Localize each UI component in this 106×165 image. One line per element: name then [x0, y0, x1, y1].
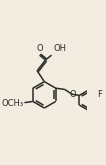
Text: OCH₃: OCH₃: [1, 99, 23, 108]
Text: F: F: [97, 90, 102, 99]
Text: O: O: [36, 44, 43, 53]
Text: O: O: [69, 90, 76, 99]
Text: OH: OH: [53, 44, 66, 53]
